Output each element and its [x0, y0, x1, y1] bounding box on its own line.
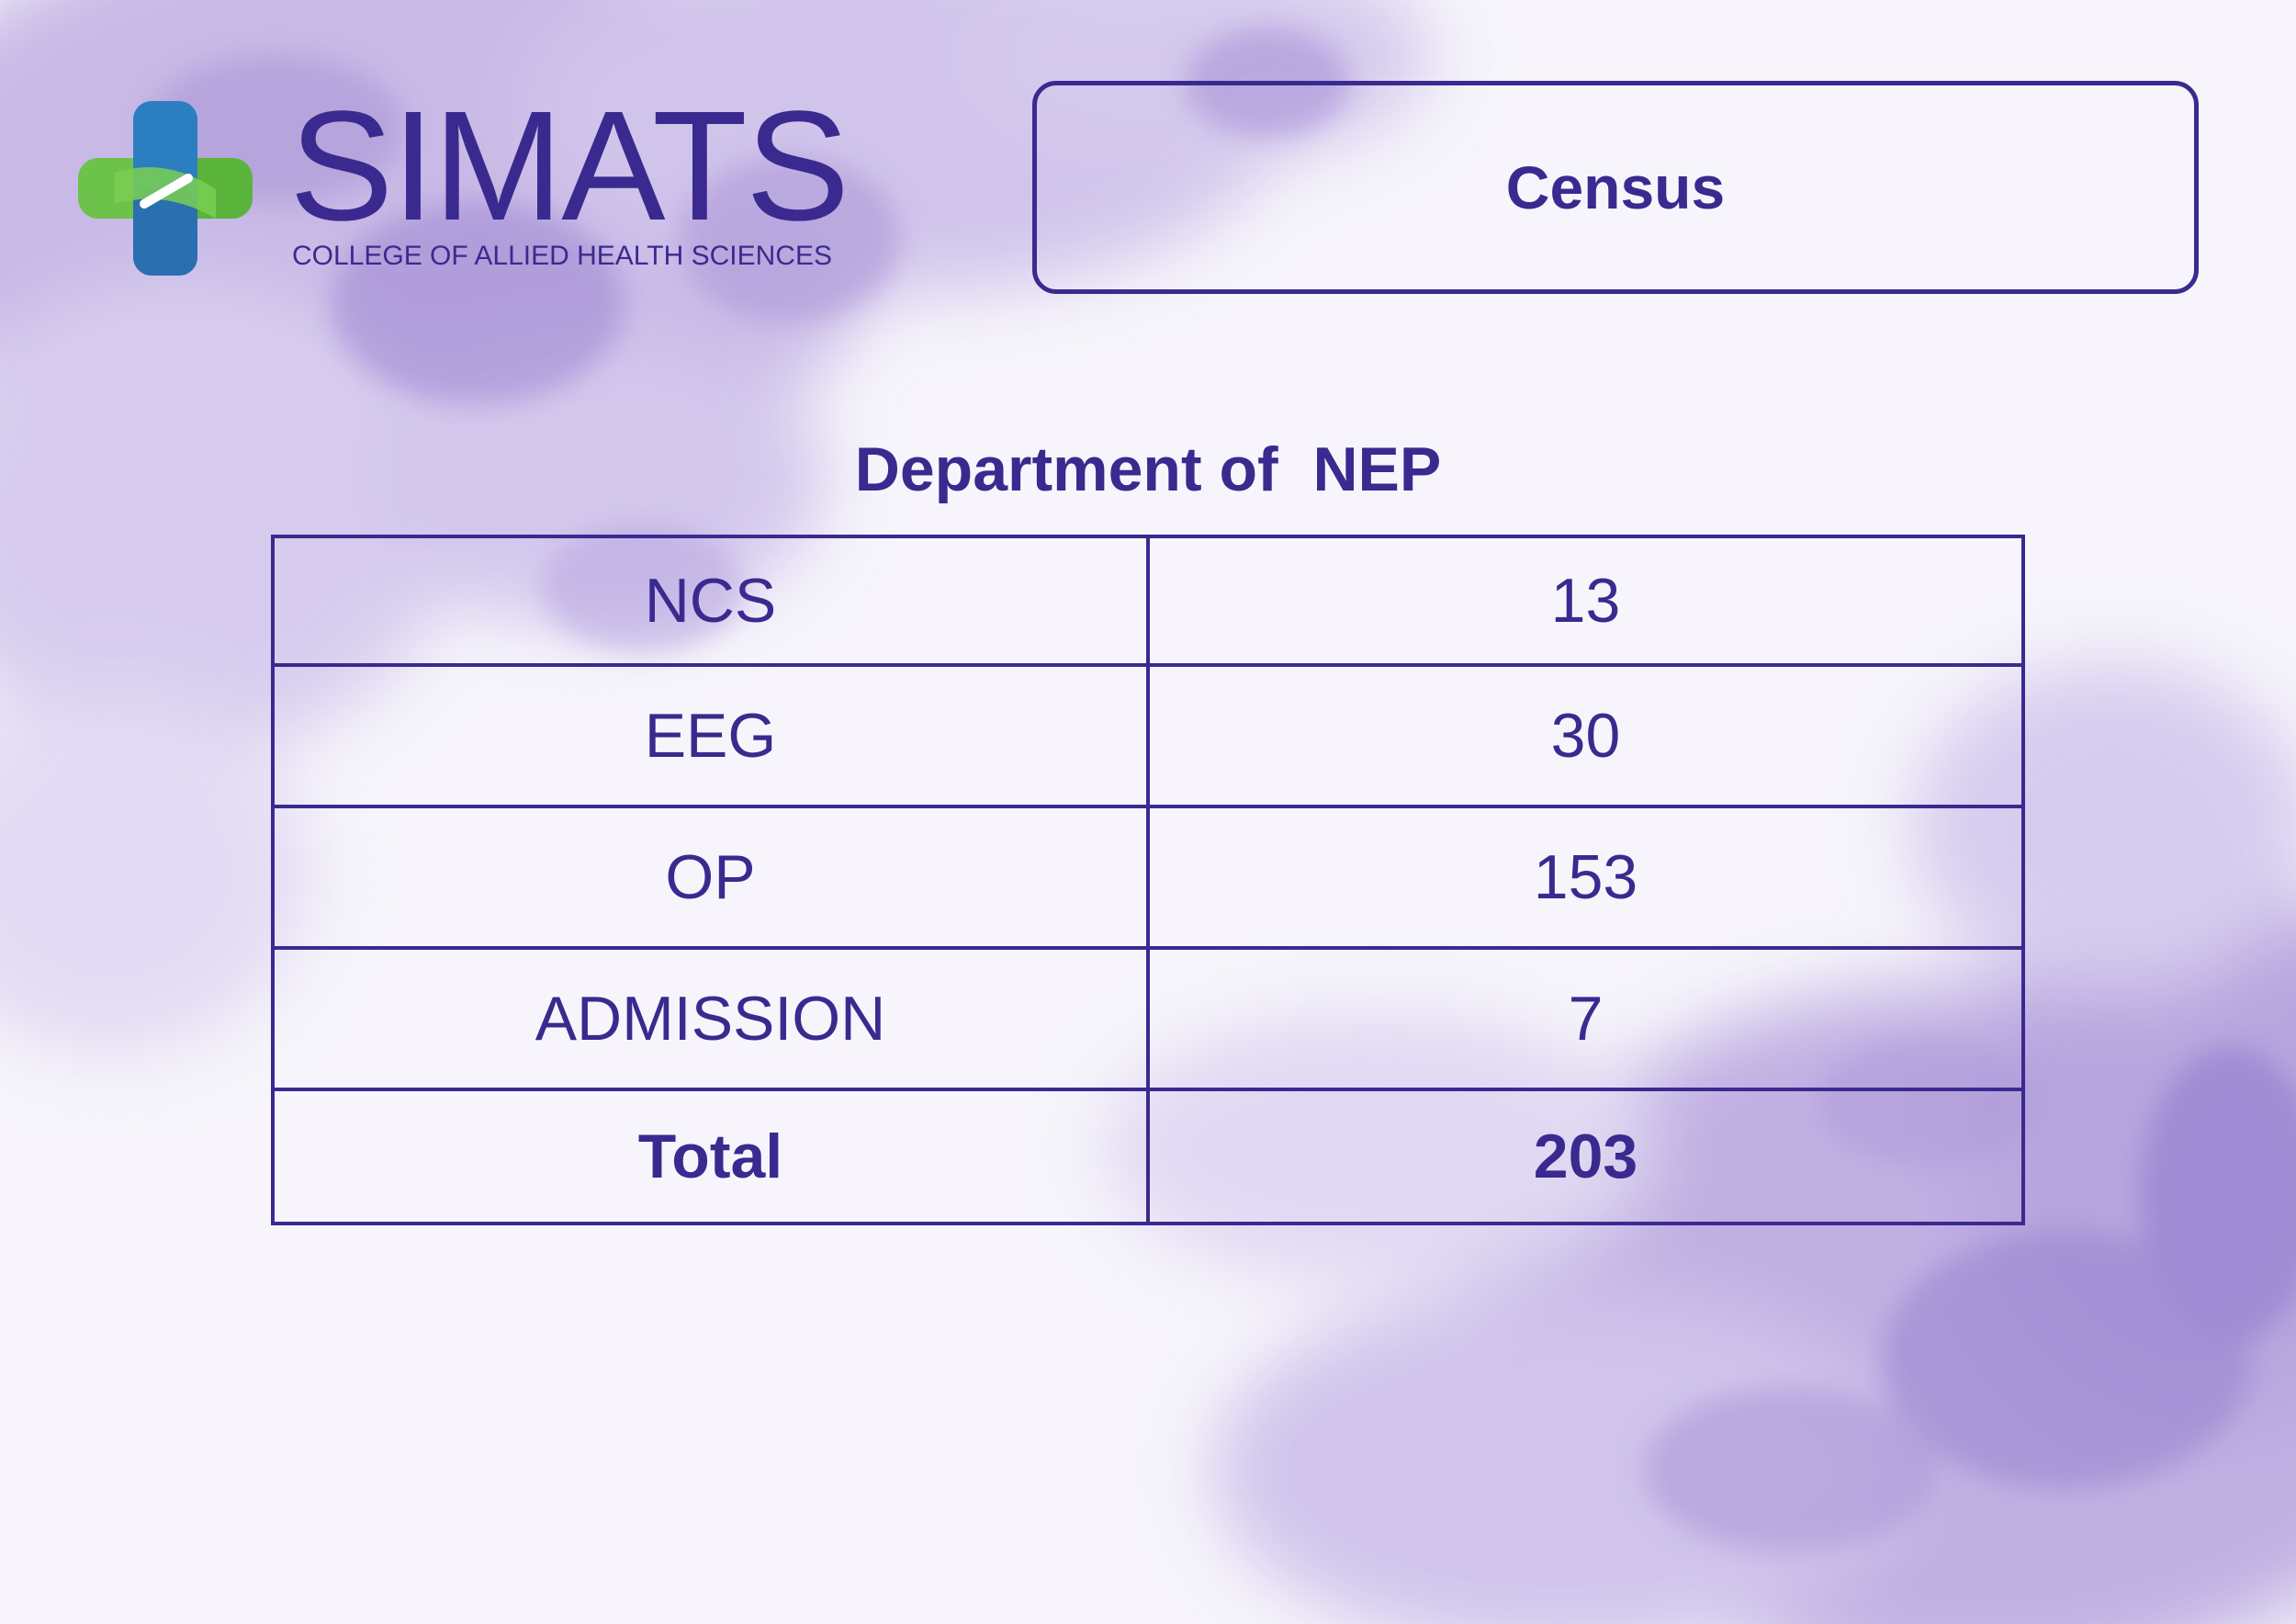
department-title: Department of NEP — [854, 434, 1442, 504]
row-label: EEG — [271, 663, 1150, 808]
total-row: Total 203 — [271, 1088, 2025, 1225]
row-label: NCS — [271, 535, 1150, 667]
row-value: 13 — [1146, 535, 2025, 667]
page-title: Census — [1505, 153, 1726, 221]
total-value: 203 — [1146, 1088, 2025, 1225]
row-value: 30 — [1146, 663, 2025, 808]
logo-wordmark: SIMATS — [289, 79, 850, 254]
table-row: EEG 30 — [271, 663, 2025, 808]
simats-logo: SIMATS COLLEGE OF ALLIED HEALTH SCIENCES — [78, 88, 850, 285]
row-label: ADMISSION — [271, 946, 1150, 1091]
department-heading: Department of NEP — [272, 434, 2024, 505]
census-table: NCS 13 EEG 30 OP 153 ADMISSION 7 Total 2… — [271, 535, 2025, 1225]
title-box: Census — [1032, 81, 2199, 294]
row-value: 7 — [1146, 946, 2025, 1091]
green-blue-cross-icon — [78, 101, 253, 276]
total-label: Total — [271, 1088, 1150, 1225]
row-label: OP — [271, 805, 1150, 950]
table-row: NCS 13 — [271, 535, 2025, 667]
logo-subtitle: COLLEGE OF ALLIED HEALTH SCIENCES — [292, 241, 832, 271]
row-value: 153 — [1146, 805, 2025, 950]
table-row: ADMISSION 7 — [271, 946, 2025, 1091]
table-row: OP 153 — [271, 805, 2025, 950]
